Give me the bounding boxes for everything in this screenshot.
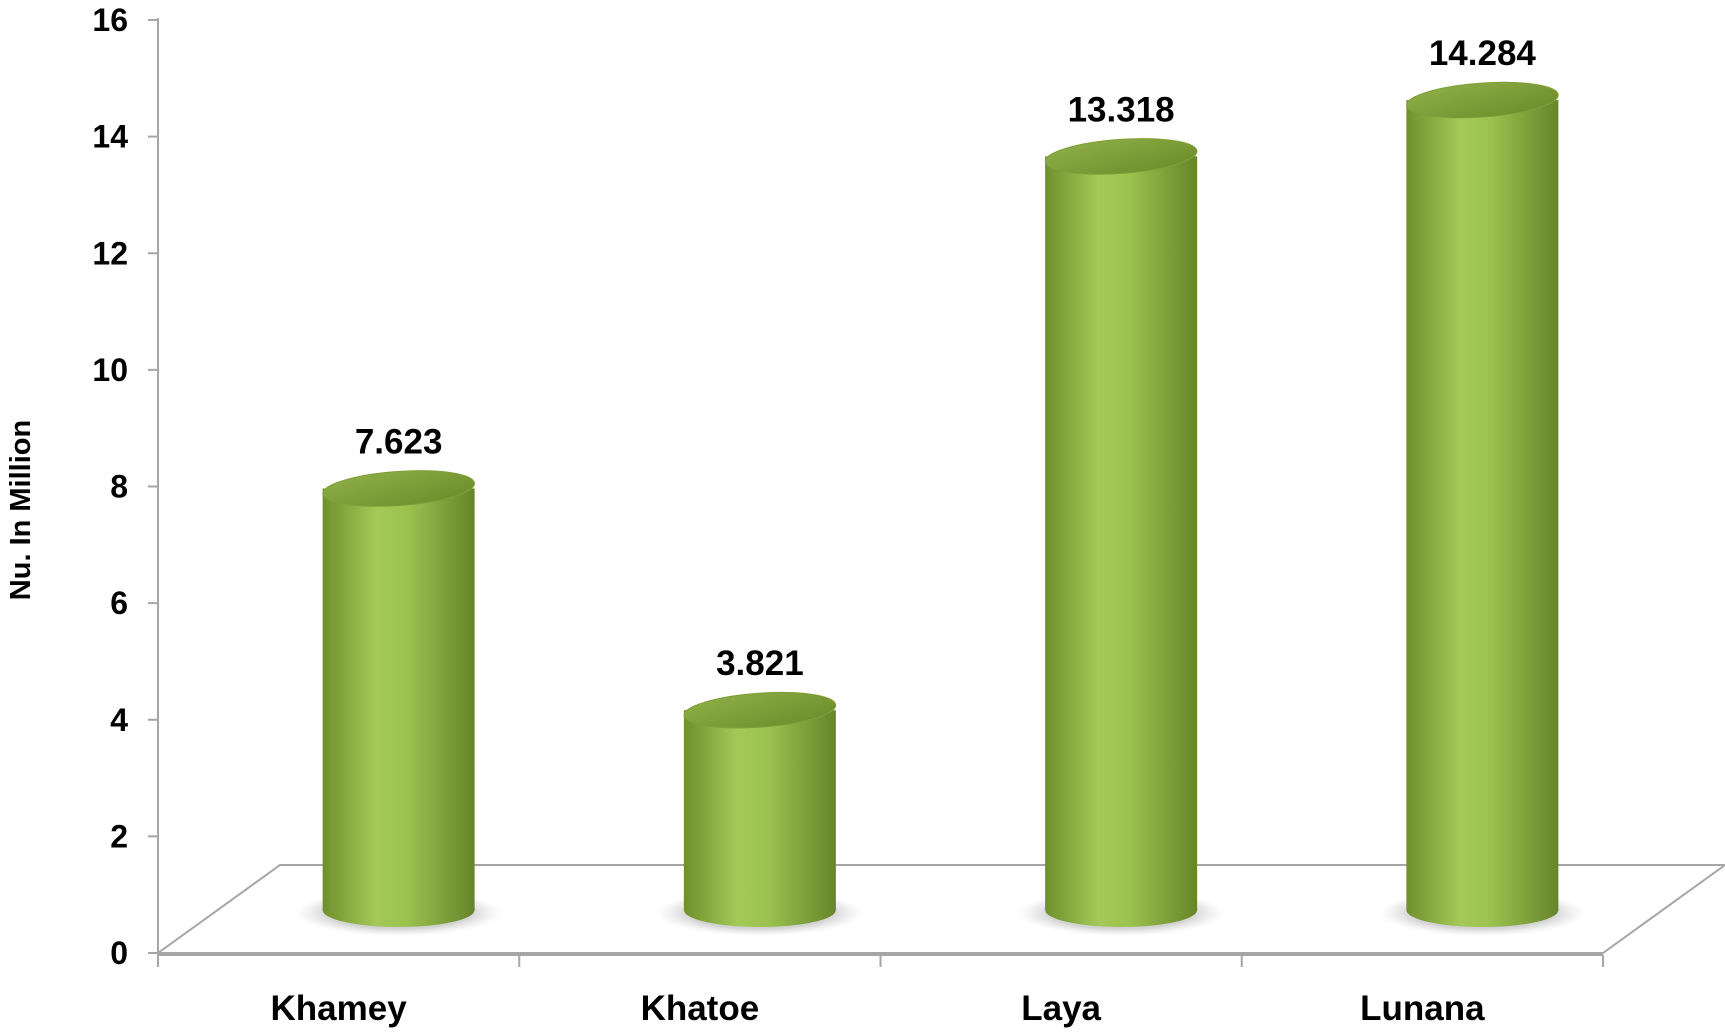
- y-tick-label: 12: [92, 235, 128, 271]
- x-category-label: Khatoe: [641, 989, 760, 1028]
- y-tick-label: 16: [92, 2, 128, 38]
- data-label: 14.284: [1429, 34, 1537, 73]
- y-tick-label: 4: [110, 702, 128, 738]
- bar-khatoe: [683, 710, 836, 927]
- bar-top-cap: [683, 691, 837, 729]
- bar-lunana: [1406, 100, 1559, 927]
- bar-laya: [1045, 156, 1198, 928]
- data-labels: 7.623 3.821 13.318 14.284: [355, 34, 1537, 683]
- y-tick-label: 10: [92, 352, 128, 388]
- y-tick-label: 0: [110, 935, 128, 971]
- y-tick-label: 2: [110, 818, 128, 854]
- x-category-label: Lunana: [1360, 989, 1485, 1028]
- bar-khamey: [322, 488, 475, 927]
- data-label: 7.623: [355, 422, 443, 461]
- x-axis-labels: Khamey Khatoe Laya Lunana: [271, 989, 1486, 1028]
- y-axis-title: Nu. In Million: [5, 420, 37, 600]
- data-label: 3.821: [716, 644, 804, 683]
- y-tick-label: 6: [110, 585, 128, 621]
- data-label: 13.318: [1068, 90, 1175, 129]
- x-axis-ticks: [157, 955, 1604, 967]
- bars: [294, 81, 1587, 936]
- y-tick-label: 14: [92, 119, 128, 155]
- x-category-label: Laya: [1021, 989, 1101, 1028]
- bar-top-cap: [1044, 138, 1198, 175]
- y-tick-label: 8: [110, 469, 128, 505]
- chart-floor: [154, 864, 1725, 954]
- bar-top-cap: [322, 470, 475, 507]
- bar-top-cap: [1406, 81, 1559, 119]
- y-axis-ticks: 0 2 4 6 8 10 12 14 16: [92, 2, 158, 971]
- x-category-label: Khamey: [271, 989, 408, 1028]
